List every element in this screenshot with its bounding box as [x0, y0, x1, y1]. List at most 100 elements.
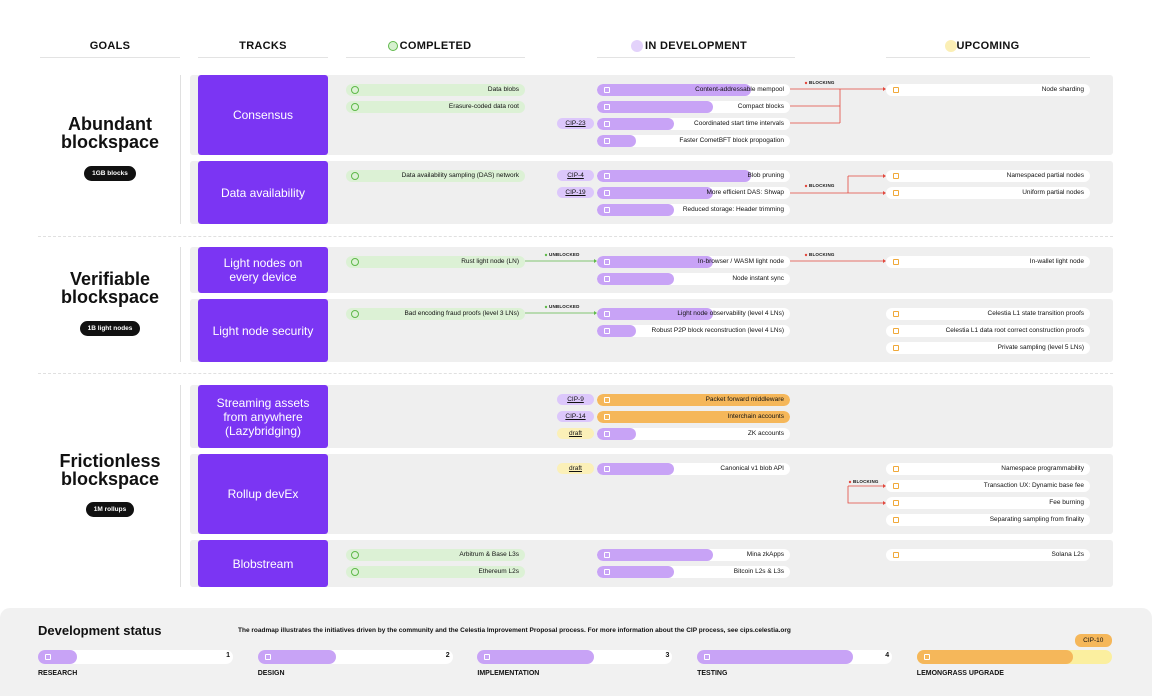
track-name: Rollup devEx — [198, 454, 328, 534]
stage-label: LEMONGRASS UPGRADE — [916, 670, 1004, 677]
track-row — [190, 247, 1113, 293]
item-label: Fee burning — [1049, 498, 1084, 506]
item-label: Light node observability (level 4 LNs) — [677, 309, 784, 317]
stage-bar — [257, 650, 453, 664]
check-icon — [351, 257, 359, 266]
item-label: Data availability sampling (DAS) network — [401, 171, 519, 179]
stage-progress — [597, 100, 713, 113]
calendar-icon — [893, 172, 899, 179]
stage-progress — [597, 565, 675, 578]
in-development-item: Reduced storage: Header trimming — [597, 203, 790, 216]
item-label: Faster CometBFT block propogation — [679, 136, 784, 144]
in-development-item: Blob pruning — [597, 169, 790, 182]
in-development-item: More efficient DAS: Shwap — [597, 186, 790, 199]
upcoming-item: Uniform partial nodes — [886, 186, 1090, 199]
stage-progress — [597, 272, 675, 285]
completed-item: Arbitrum & Base L3s — [346, 548, 525, 561]
track-name: Light nodes on every device — [198, 247, 328, 293]
blocking-label: BLOCKING — [809, 252, 835, 257]
goal-divider — [180, 385, 181, 587]
item-label: Reduced storage: Header trimming — [682, 205, 784, 213]
item-label: Transaction UX: Dynamic base fee — [983, 481, 1084, 489]
track-name: Data availability — [198, 161, 328, 224]
unblocked-lines — [525, 260, 595, 314]
check-icon — [351, 550, 359, 559]
stage-bar — [477, 650, 673, 664]
item-label: Content-addressable mempool — [695, 85, 784, 93]
goal-badge: 1B light nodes — [79, 321, 141, 336]
item-label: Namespaced partial nodes — [1006, 171, 1084, 179]
track-name: Streaming assets from anywhere (Lazybrid… — [198, 385, 328, 448]
item-label: Node sharding — [1041, 85, 1084, 93]
upcoming-item: Fee burning — [886, 496, 1090, 509]
track-name: Light node security — [198, 299, 328, 362]
calendar-icon — [893, 258, 899, 265]
proposal-tag: CIP-14 — [557, 411, 594, 422]
item-label: Node instant sync — [732, 274, 784, 282]
stage-progress — [597, 307, 713, 320]
item-label: Mina zkApps — [746, 550, 784, 558]
stage-bar-fill — [916, 650, 1073, 664]
stage-progress — [597, 169, 752, 182]
goal-title: Frictionless blockspace — [59, 451, 161, 489]
stage-icon — [604, 189, 610, 196]
proposal-tag: CIP-9 — [557, 394, 594, 405]
in-development-item: In-browser / WASM light node — [597, 255, 790, 268]
stage-icon — [604, 258, 610, 265]
stage-progress — [597, 186, 713, 199]
upcoming-item: Node sharding — [886, 83, 1090, 96]
stage-number: 2 — [445, 652, 450, 659]
goal-title: Verifiable blockspace — [60, 269, 160, 307]
stage-tag: CIP-10 — [1074, 634, 1112, 647]
goal-divider — [180, 247, 181, 362]
upcoming-item: Namespaced partial nodes — [886, 169, 1090, 182]
in-development-item: Light node observability (level 4 LNs) — [597, 307, 790, 320]
in-development-item: Bitcoin L2s & L3s — [597, 565, 790, 578]
upcoming-item: Solana L2s — [886, 548, 1090, 561]
unblocked-label: UNBLOCKED — [549, 304, 580, 309]
header-underline — [40, 57, 180, 58]
item-label: Interchain accounts — [727, 412, 784, 420]
track-name: Blobstream — [198, 540, 328, 587]
stage-label: DESIGN — [257, 670, 285, 677]
stage-icon — [604, 327, 610, 334]
item-label: Blob pruning — [747, 171, 785, 179]
column-header: TRACKS — [239, 40, 287, 52]
stage-progress — [597, 548, 713, 561]
stage-label: RESEARCH — [38, 670, 78, 677]
stage-icon — [604, 465, 610, 472]
item-label: Canonical v1 blob API — [720, 464, 784, 472]
completed-item: Bad encoding fraud proofs (level 3 LNs) — [346, 307, 525, 320]
completed-item: Ethereum L2s — [346, 565, 525, 578]
item-label: Rust light node (LN) — [461, 257, 519, 265]
stage-icon — [604, 430, 610, 437]
stage-icon — [604, 120, 610, 127]
stage-icon — [604, 137, 610, 144]
item-label: In-wallet light node — [1029, 257, 1084, 265]
stage-icon — [604, 172, 610, 179]
upcoming-item: Celestia L1 data root correct constructi… — [886, 324, 1090, 337]
calendar-icon — [893, 327, 899, 334]
completed-item: Rust light node (LN) — [346, 255, 525, 268]
stage-progress — [597, 83, 752, 96]
proposal-tag: CIP-19 — [557, 187, 594, 198]
completed-item: Data availability sampling (DAS) network — [346, 169, 525, 182]
stage-icon — [604, 310, 610, 317]
stage-bar — [916, 650, 1112, 664]
upcoming-item: In-wallet light node — [886, 255, 1090, 268]
stage-progress — [597, 117, 675, 130]
stage-progress — [597, 203, 675, 216]
item-label: Bad encoding fraud proofs (level 3 LNs) — [404, 309, 519, 317]
upcoming-item: Celestia L1 state transition proofs — [886, 307, 1090, 320]
calendar-icon — [893, 482, 899, 489]
in-development-item: ZK accounts — [597, 427, 790, 440]
stage-icon — [484, 654, 491, 660]
item-label: Solana L2s — [1051, 550, 1084, 558]
goal-badge-wrap: 1GB blocks — [40, 166, 180, 181]
item-label: Private sampling (level 5 LNs) — [997, 343, 1084, 351]
goal-badge: 1GB blocks — [84, 166, 136, 181]
calendar-icon — [893, 499, 899, 506]
completed-item: Erasure-coded data root — [346, 100, 525, 113]
stage-number: 1 — [226, 652, 230, 659]
